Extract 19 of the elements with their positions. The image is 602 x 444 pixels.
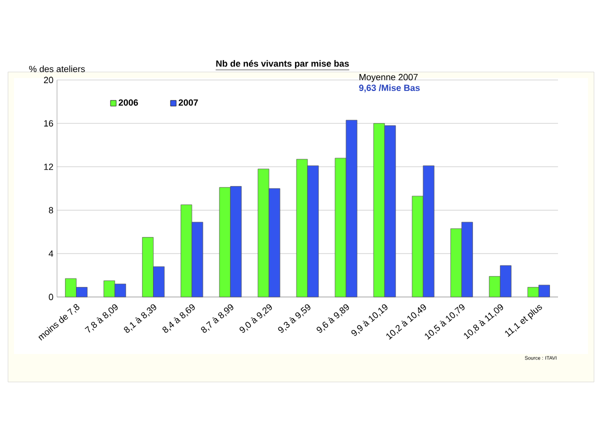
annotation: 9,63 /Mise Bas xyxy=(359,84,420,92)
x-tick-label: 8,1 à 8,39 xyxy=(124,304,156,333)
y-tick-label: 16 xyxy=(44,120,54,127)
y-axis-title: % des ateliers xyxy=(29,66,85,72)
y-tick-label: 8 xyxy=(48,207,54,214)
legend-label: 2006 xyxy=(118,99,138,106)
y-tick-label: 0 xyxy=(48,294,54,300)
x-tick-label: 9,6 à 9,89 xyxy=(316,304,349,333)
y-tick-label: 12 xyxy=(44,164,54,170)
x-tick-label: 8,7 à 8,99 xyxy=(201,304,234,333)
chart-title: Nb de nés vivants par mise bas xyxy=(216,60,349,68)
annotation: Moyenne 2007 xyxy=(360,74,418,82)
y-tick-label: 20 xyxy=(44,76,54,84)
x-tick-label: 8,4 à 8,69 xyxy=(162,304,195,333)
y-tick-label: 4 xyxy=(48,250,54,257)
x-tick-label: 9,3 à 9,59 xyxy=(278,304,310,333)
x-tick-label: 9,0 à 9,29 xyxy=(240,304,272,333)
x-tick-label: 7,8 à 8,09 xyxy=(84,304,118,333)
legend-label: 2007 xyxy=(178,99,198,106)
